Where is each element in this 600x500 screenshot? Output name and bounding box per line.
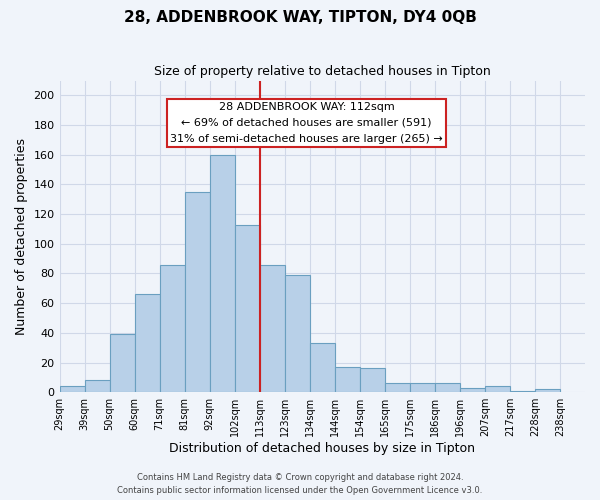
Bar xyxy=(59,386,85,392)
Text: 28 ADDENBROOK WAY: 112sqm
← 69% of detached houses are smaller (591)
31% of semi: 28 ADDENBROOK WAY: 112sqm ← 69% of detac… xyxy=(170,102,443,144)
Bar xyxy=(360,368,385,392)
Bar xyxy=(485,386,510,392)
Bar xyxy=(260,264,285,392)
Bar xyxy=(310,343,335,392)
X-axis label: Distribution of detached houses by size in Tipton: Distribution of detached houses by size … xyxy=(169,442,475,455)
Bar xyxy=(160,264,185,392)
Bar xyxy=(385,384,410,392)
Bar xyxy=(235,224,260,392)
Bar xyxy=(110,334,134,392)
Bar xyxy=(285,275,310,392)
Bar xyxy=(410,384,435,392)
Bar xyxy=(335,367,360,392)
Bar xyxy=(535,389,560,392)
Bar xyxy=(85,380,110,392)
Y-axis label: Number of detached properties: Number of detached properties xyxy=(15,138,28,335)
Text: Contains HM Land Registry data © Crown copyright and database right 2024.
Contai: Contains HM Land Registry data © Crown c… xyxy=(118,474,482,495)
Bar xyxy=(510,390,535,392)
Bar xyxy=(460,388,485,392)
Text: 28, ADDENBROOK WAY, TIPTON, DY4 0QB: 28, ADDENBROOK WAY, TIPTON, DY4 0QB xyxy=(124,10,476,25)
Bar xyxy=(435,384,460,392)
Bar xyxy=(134,294,160,392)
Bar xyxy=(185,192,209,392)
Title: Size of property relative to detached houses in Tipton: Size of property relative to detached ho… xyxy=(154,65,491,78)
Bar xyxy=(209,155,235,392)
